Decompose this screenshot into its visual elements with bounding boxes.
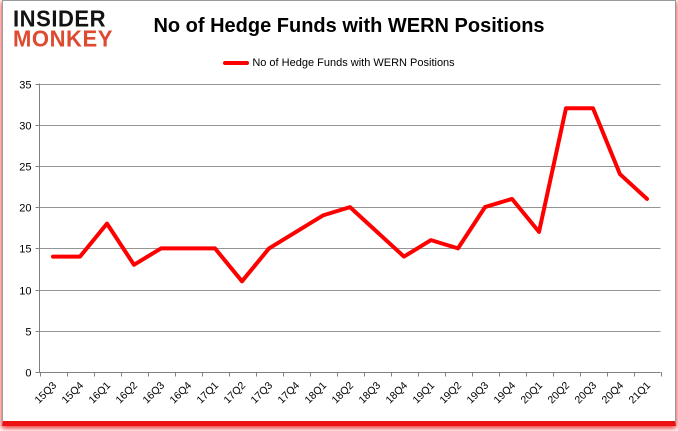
x-tick-label: 20Q4 xyxy=(599,380,626,407)
y-tick-label: 20 xyxy=(19,203,31,215)
x-tick-label: 16Q1 xyxy=(86,380,113,407)
y-tick-label: 25 xyxy=(19,162,31,174)
x-tick-label: 16Q3 xyxy=(140,380,167,407)
x-tick-label: 17Q4 xyxy=(275,380,302,407)
y-tick-label: 35 xyxy=(19,80,31,92)
x-tick-label: 17Q1 xyxy=(194,380,221,407)
x-tick-label: 18Q1 xyxy=(302,380,329,407)
x-tick-label: 21Q1 xyxy=(626,380,653,407)
series-line xyxy=(51,106,649,284)
legend-line-swatch xyxy=(223,61,250,65)
logo-word-insider: INSIDER xyxy=(13,6,107,32)
x-tick-label: 17Q3 xyxy=(248,380,275,407)
x-tick-label: 19Q4 xyxy=(491,380,518,407)
x-tick-label: 18Q3 xyxy=(356,380,383,407)
x-tick-label: 19Q2 xyxy=(437,380,464,407)
x-tick-label: 20Q2 xyxy=(545,380,572,407)
x-tick-label: 19Q3 xyxy=(464,380,491,407)
x-tick-label: 16Q2 xyxy=(113,380,140,407)
x-tick-label: 19Q1 xyxy=(410,380,437,407)
y-tick-label: 30 xyxy=(19,121,31,133)
x-tick-label: 15Q3 xyxy=(32,380,59,407)
x-tick-label: 20Q1 xyxy=(518,380,545,407)
x-tick-label: 18Q4 xyxy=(383,380,410,407)
x-tick-label: 20Q3 xyxy=(572,380,599,407)
legend: No of Hedge Funds with WERN Positions xyxy=(3,57,675,69)
legend-label: No of Hedge Funds with WERN Positions xyxy=(252,57,455,69)
x-tick-label: 15Q4 xyxy=(59,380,86,407)
x-tick-label: 17Q2 xyxy=(221,380,248,407)
y-tick-label: 15 xyxy=(19,244,31,256)
chart-title: No of Hedge Funds with WERN Positions xyxy=(153,15,545,37)
y-tick-label: 10 xyxy=(19,286,31,298)
y-tick-label: 5 xyxy=(25,327,31,339)
logo-word-monkey: MONKEY xyxy=(13,26,113,52)
y-tick-label: 0 xyxy=(25,368,31,380)
x-tick-label: 18Q2 xyxy=(329,380,356,407)
x-tick-label: 16Q4 xyxy=(167,380,194,407)
insider-monkey-logo: INSIDER MONKEY xyxy=(13,8,112,51)
